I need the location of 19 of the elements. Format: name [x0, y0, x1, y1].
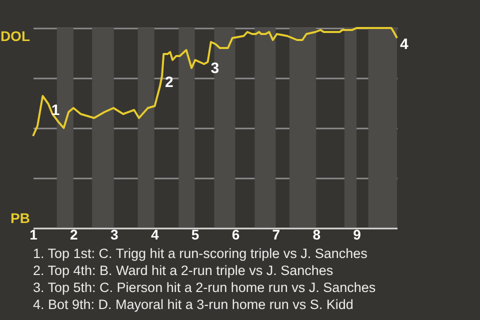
- x-tick-label: 2: [70, 226, 78, 242]
- text: 3. Top 5th: C. Pierson hit a 2-run home run vs J. Sanches: [33, 280, 376, 295]
- x-tick-label: 9: [353, 226, 362, 242]
- x-tick-label: 1: [30, 226, 38, 242]
- text: DOL: [0, 28, 30, 44]
- annotation: 4: [400, 36, 409, 53]
- text: PB: [10, 210, 30, 226]
- x-tick-label: 8: [312, 226, 321, 242]
- annotation: 3: [210, 60, 220, 77]
- x-tick-label: 5: [191, 226, 200, 242]
- text: 2. Top 4th: B. Ward hit a 2-run triple vs J. Sanches: [33, 263, 334, 278]
- text: 4. Bot 9th: D. Mayoral hit a 3-run home run vs S. Kidd: [33, 297, 354, 312]
- x-tick-label: 7: [272, 226, 280, 242]
- x-tick-label: 4: [150, 226, 159, 242]
- text: 1. Top 1st: C. Trigg hit a run-scoring triple vs J. Sanches: [33, 246, 368, 261]
- annotation: 1: [51, 102, 60, 119]
- annotation: 2: [165, 74, 174, 91]
- x-tick-label: 3: [110, 226, 118, 242]
- x-tick-label: 6: [232, 226, 240, 242]
